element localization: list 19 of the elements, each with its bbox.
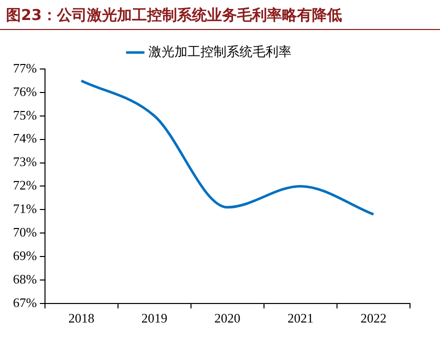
chart-title: 图23：公司激光加工控制系统业务毛利率略有降低 (0, 0, 440, 30)
x-tick-label: 2021 (287, 310, 314, 326)
line-series (80, 79, 375, 216)
x-tick-label: 2022 (360, 310, 386, 326)
y-tick-label: 70% (12, 224, 37, 240)
x-tick-label: 2018 (68, 310, 94, 326)
y-tick-label: 68% (12, 271, 37, 286)
y-tick-label: 75% (12, 107, 37, 122)
y-tick-label: 74% (12, 130, 37, 146)
y-tick-label: 67% (12, 294, 37, 310)
y-tick-label: 69% (12, 248, 37, 263)
y-tick-label: 76% (12, 84, 37, 99)
x-tick-label: 2019 (141, 310, 168, 326)
y-tick-label: 73% (12, 154, 37, 170)
y-tick-label: 77% (12, 60, 37, 76)
y-tick-label: 72% (12, 178, 37, 193)
x-tick-label: 2020 (214, 310, 240, 326)
legend-label: 激光加工控制系统毛利率 (148, 44, 292, 59)
y-tick-label: 71% (12, 201, 37, 216)
